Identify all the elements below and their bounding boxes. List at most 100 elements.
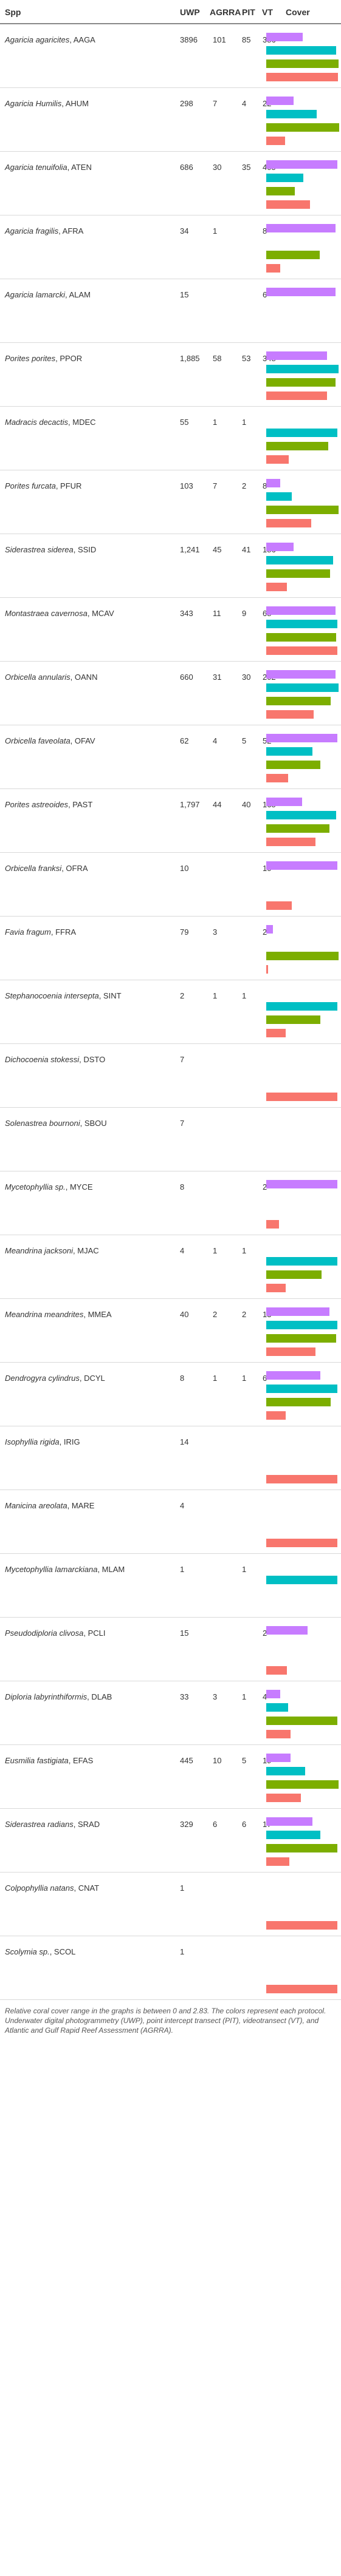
uwp-count: 343	[180, 609, 193, 618]
species-genus: Dichocoenia stokessi	[5, 1055, 80, 1064]
agrra-count: 1	[213, 418, 218, 427]
header-vt: VT	[262, 7, 273, 17]
uwp-count: 40	[180, 1310, 189, 1319]
uwp-count: 298	[180, 99, 193, 108]
uwp-count: 103	[180, 481, 193, 490]
species-code: , PFUR	[55, 481, 82, 490]
table-row: Agaricia Humilis, AHUM2987422	[0, 88, 341, 152]
vt-count: 6	[263, 290, 267, 299]
table-row: Meandrina meandrites, MMEA402213	[0, 1299, 341, 1363]
species-name: Mycetophyllia lamarckiana, MLAM	[5, 1565, 163, 1574]
table-row: Dichocoenia stokessi, DSTO 7	[0, 1044, 341, 1108]
species-code: , MYCE	[65, 1182, 93, 1191]
vt-count: 8	[263, 481, 267, 490]
pit-count: 30	[242, 673, 251, 682]
vt-bar	[266, 187, 295, 195]
uwp-bar	[266, 1754, 291, 1762]
species-genus: Agaricia fragilis	[5, 226, 59, 236]
uwp-count: 7	[180, 1119, 185, 1128]
pit-count: 6	[242, 1820, 247, 1829]
species-name: Siderastrea siderea, SSID	[5, 545, 163, 554]
table-row: Stephanocoenia intersepta, SINT 2 1 1	[0, 980, 341, 1044]
uwp-count: 10	[180, 864, 189, 873]
uwp-count: 3896	[180, 35, 198, 44]
pit-count: 1	[242, 1374, 247, 1383]
species-code: , SBOU	[80, 1119, 107, 1128]
vt-bar	[266, 952, 339, 960]
species-name: Agaricia lamarcki, ALAM	[5, 290, 163, 299]
species-genus: Porites astreoides	[5, 800, 69, 809]
agrra-count: 1	[213, 1374, 218, 1383]
vt-bar	[266, 633, 336, 642]
uwp-count: 686	[180, 163, 193, 172]
species-code: , MMEA	[83, 1310, 112, 1319]
pit-count: 1	[242, 991, 247, 1000]
uwp-count: 1,797	[180, 800, 200, 809]
species-name: Isophyllia rigida, IRIG	[5, 1437, 163, 1446]
species-code: , SINT	[98, 991, 122, 1000]
uwp-bar	[266, 351, 327, 360]
uwp-bar	[266, 543, 294, 551]
vt-bar	[266, 761, 320, 769]
table-row: Scolymia sp., SCOL 1	[0, 1936, 341, 2000]
uwp-count: 15	[180, 1629, 189, 1638]
species-genus: Siderastrea siderea	[5, 545, 74, 554]
vt-count: 6	[263, 1374, 267, 1383]
agrra-bar	[266, 1284, 286, 1292]
pit-bar	[266, 1831, 320, 1839]
uwp-count: 1	[180, 1947, 185, 1956]
species-genus: Agaricia lamarcki	[5, 290, 65, 299]
vt-bar	[266, 1398, 331, 1406]
pit-count: 85	[242, 35, 251, 44]
agrra-bar	[266, 264, 280, 273]
pit-count: 2	[242, 1310, 247, 1319]
agrra-bar	[266, 1794, 301, 1802]
uwp-bar	[266, 160, 337, 169]
species-code: , MARE	[67, 1501, 95, 1510]
header-uwp: UWP	[180, 7, 200, 17]
species-name: Dendrogyra cylindrus, DCYL	[5, 1374, 163, 1383]
pit-bar	[266, 620, 337, 628]
species-name: Porites astreoides, PAST	[5, 800, 163, 809]
vt-bar	[266, 697, 331, 705]
pit-bar	[266, 811, 336, 819]
table-row: Solenastrea bournoni, SBOU 7	[0, 1108, 341, 1171]
uwp-bar	[266, 670, 336, 679]
vt-bar	[266, 1717, 337, 1725]
species-genus: Meandrina meandrites	[5, 1310, 84, 1319]
vt-count: 4	[263, 1692, 267, 1701]
table-row: Agaricia fragilis, AFRA 34 1 8	[0, 215, 341, 279]
vt-bar	[266, 824, 329, 833]
species-genus: Agaricia tenuifolia	[5, 163, 67, 172]
agrra-bar	[266, 838, 315, 846]
species-name: Meandrina jacksoni, MJAC	[5, 1246, 163, 1255]
uwp-bar	[266, 861, 337, 870]
vt-bar	[266, 59, 339, 68]
uwp-count: 7	[180, 1055, 185, 1064]
uwp-count: 1,885	[180, 354, 200, 363]
species-genus: Isophyllia rigida	[5, 1437, 60, 1446]
species-name: Meandrina meandrites, MMEA	[5, 1310, 163, 1319]
agrra-bar	[266, 73, 338, 81]
agrra-count: 30	[213, 163, 222, 172]
table-row: Montastraea cavernosa, MCAV34311968	[0, 598, 341, 662]
uwp-bar	[266, 925, 273, 934]
species-genus: Solenastrea bournoni	[5, 1119, 80, 1128]
species-code: , MJAC	[73, 1246, 99, 1255]
uwp-count: 2	[180, 991, 185, 1000]
species-name: Favia fragum, FFRA	[5, 927, 163, 937]
uwp-bar	[266, 1307, 329, 1316]
uwp-count: 4	[180, 1246, 185, 1255]
species-name: Porites porites, PPOR	[5, 354, 163, 363]
pit-count: 1	[242, 1565, 247, 1574]
pit-bar	[266, 1576, 337, 1584]
species-code: , OFAV	[70, 736, 95, 745]
agrra-bar	[266, 1029, 286, 1037]
uwp-count: 8	[180, 1182, 185, 1191]
species-code: , DSTO	[79, 1055, 106, 1064]
species-name: Porites furcata, PFUR	[5, 481, 163, 490]
pit-bar	[266, 1385, 337, 1393]
species-code: , ALAM	[64, 290, 91, 299]
species-code: , PAST	[68, 800, 93, 809]
